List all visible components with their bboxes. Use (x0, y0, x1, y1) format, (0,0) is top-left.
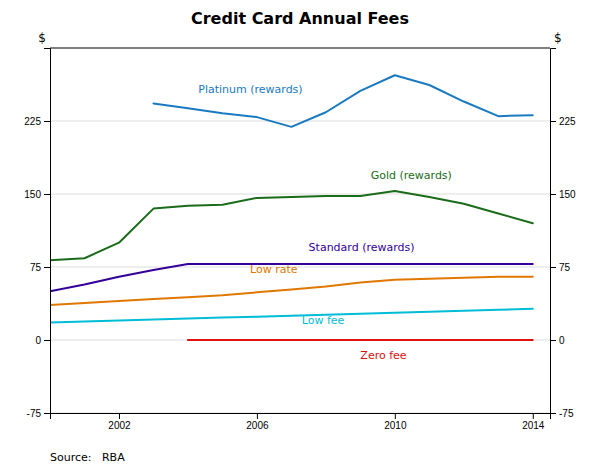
tick-label: 0 (559, 335, 565, 346)
tick-label: 75 (30, 262, 42, 273)
tick-mark (44, 340, 50, 341)
tick-label: 2006 (246, 420, 269, 431)
tick-label: 150 (559, 189, 576, 200)
tick-label: -75 (559, 408, 574, 419)
tick-mark (44, 194, 50, 195)
frame (50, 48, 550, 49)
tick-mark (550, 194, 556, 195)
annotation: Low rate (250, 263, 298, 276)
axis: -75 0 75 150 225 (550, 49, 576, 419)
source: Source: RBA (50, 451, 125, 464)
tick-mark (395, 413, 396, 419)
tick: 2014 (522, 413, 545, 431)
tick: -75 (550, 408, 574, 419)
annotation: Gold (rewards) (371, 169, 452, 182)
tick: 150 (24, 189, 50, 200)
tick-label: 0 (35, 335, 41, 346)
tick: 75 (30, 262, 50, 273)
tick: 2002 (108, 413, 131, 431)
axis-line (44, 49, 51, 414)
grid (50, 121, 550, 413)
axis-title: $ (554, 31, 562, 45)
tick: -75 (27, 408, 50, 419)
tick-mark (44, 121, 50, 122)
grid-line (50, 121, 550, 122)
tick-label: 2014 (522, 420, 545, 431)
tick-label: -75 (27, 408, 42, 419)
grid-line (50, 194, 550, 195)
axis-line (551, 49, 557, 414)
tick-mark (119, 413, 120, 419)
tick-mark (44, 267, 50, 268)
series-line (188, 339, 533, 341)
annotation: Low fee (302, 314, 345, 327)
tick: 2006 (246, 413, 269, 431)
axis: 2002 2006 2010 2014 (51, 413, 551, 431)
axis-title: $ (38, 31, 46, 45)
annotation: Zero fee (360, 349, 406, 362)
tick-mark (550, 413, 556, 414)
plot: 2002 2006 2010 2014 -75 0 75 150 225 -75 0 75 150 225… (24, 31, 576, 431)
series-line (50, 309, 533, 323)
series-line (50, 191, 533, 260)
tick: 225 (550, 116, 576, 127)
tick-label: 2002 (108, 420, 131, 431)
annotation: Platinum (rewards) (198, 83, 302, 96)
tick: 2010 (384, 413, 407, 431)
tick: 0 (550, 335, 565, 346)
tick-mark (550, 340, 556, 341)
tick-label: 225 (559, 116, 576, 127)
tick-mark (533, 413, 534, 419)
tick-label: 75 (559, 262, 571, 273)
tick: 75 (550, 262, 571, 273)
tick-label: 225 (24, 116, 41, 127)
chart: 2002 2006 2010 2014 -75 0 75 150 225 -75 0 75 150 225… (0, 0, 600, 471)
tick: 0 (35, 335, 50, 346)
tick-label: 150 (24, 189, 41, 200)
grid-line (50, 340, 550, 341)
axis: -75 0 75 150 225 (24, 49, 50, 419)
tick: 225 (24, 116, 50, 127)
tick-mark (550, 121, 556, 122)
tick-label: 2010 (384, 420, 407, 431)
tick-mark (44, 413, 50, 414)
lines (50, 75, 533, 340)
series-line (153, 75, 532, 127)
axis-line (51, 414, 551, 420)
tick-mark (257, 413, 258, 419)
title: Credit Card Annual Fees (191, 9, 409, 28)
grid-line (50, 267, 550, 268)
series-line (50, 277, 533, 305)
tick-mark (550, 267, 556, 268)
annotation: Standard (rewards) (309, 241, 415, 254)
tick: 150 (550, 189, 576, 200)
